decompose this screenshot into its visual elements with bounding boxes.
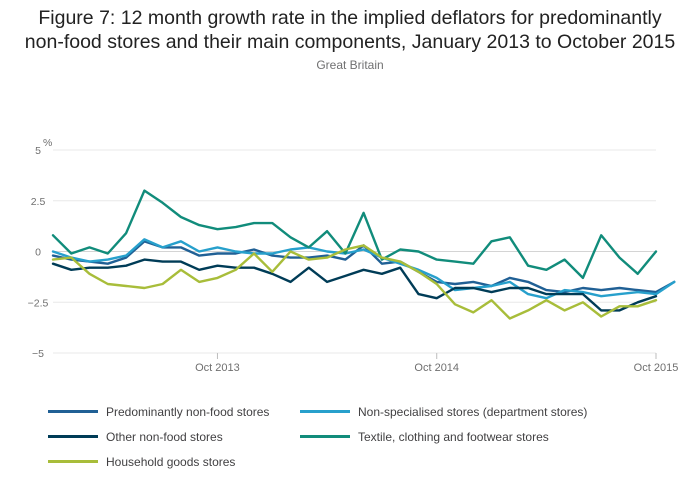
legend-item[interactable]: Textile, clothing and footwear stores [300,429,549,445]
y-tick-label: −5 [32,348,44,360]
chart-subtitle: Great Britain [316,58,384,72]
legend-label: Other non-food stores [106,430,223,444]
series-line-5 [51,244,658,320]
y-tick-label: −2.5 [28,297,49,309]
legend-label: Household goods stores [106,455,236,469]
chart-title-line-2: non-food stores and their main component… [24,31,676,53]
chart-title-line-1: Figure 7: 12 month growth rate in the im… [38,7,662,29]
legend-swatch [48,410,98,414]
chart-title: Figure 7: 12 month growth rate in the im… [0,6,700,54]
y-axis-label: % [43,137,52,149]
legend-label: Predominantly non-food stores [106,405,270,419]
legend-swatch [48,435,98,439]
legend-label: Non-specialised stores (department store… [358,405,588,419]
x-tick-label: Oct 2013 [195,362,240,374]
legend-label: Textile, clothing and footwear stores [358,430,549,444]
y-tick-label: 2.5 [31,196,46,208]
series-line-3 [51,258,658,312]
legend-swatch [48,460,98,464]
series-line-2 [51,238,676,300]
legend-item[interactable]: Predominantly non-food stores [48,404,269,420]
series-line-4 [51,189,658,280]
legend-item[interactable]: Non-specialised stores (department store… [300,404,587,420]
legend-swatch [300,435,350,439]
legend-item[interactable]: Household goods stores [48,454,235,470]
x-tick-label: Oct 2015 [634,362,679,374]
y-tick-label: 5 [35,145,41,157]
legend-swatch [300,410,350,414]
legend-item[interactable]: Other non-food stores [48,429,223,445]
line-chart: 5 2.5 0 −2.5 −5% Oct 2013 Oct 2014 Oct 2015 [28,137,679,374]
x-tick-label: Oct 2014 [414,362,459,374]
y-tick-label: 0 [35,247,41,259]
